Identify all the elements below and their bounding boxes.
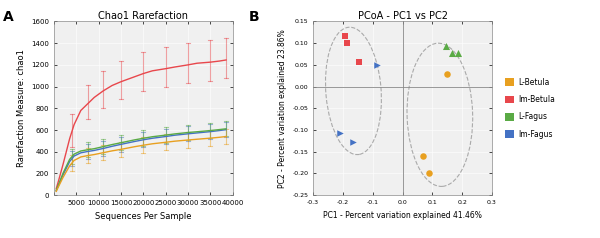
Point — [343, 41, 352, 45]
X-axis label: PC1 - Percent variation explained 41.46%: PC1 - Percent variation explained 41.46% — [323, 211, 482, 220]
Point — [419, 154, 428, 158]
Text: A: A — [3, 10, 14, 24]
Title: Chao1 Rarefaction: Chao1 Rarefaction — [98, 11, 188, 21]
Point — [425, 172, 434, 175]
Y-axis label: Rarefaction Measure: chao1: Rarefaction Measure: chao1 — [17, 49, 26, 167]
Point — [340, 34, 349, 38]
Title: PCoA - PC1 vs PC2: PCoA - PC1 vs PC2 — [358, 11, 448, 21]
Point — [447, 51, 457, 55]
Point — [335, 132, 345, 135]
Point — [453, 51, 463, 55]
Point — [373, 63, 382, 67]
Y-axis label: PC2 - Percent variation explained 23.86%: PC2 - Percent variation explained 23.86% — [278, 29, 287, 188]
Point — [349, 140, 358, 144]
Point — [355, 60, 364, 64]
X-axis label: Sequences Per Sample: Sequences Per Sample — [95, 212, 191, 221]
Point — [441, 44, 451, 48]
Point — [443, 73, 452, 76]
Legend: L-Betula, Im-Betula, L-Fagus, Im-Fagus: L-Betula, Im-Betula, L-Fagus, Im-Fagus — [503, 75, 557, 141]
Text: B: B — [249, 10, 260, 24]
